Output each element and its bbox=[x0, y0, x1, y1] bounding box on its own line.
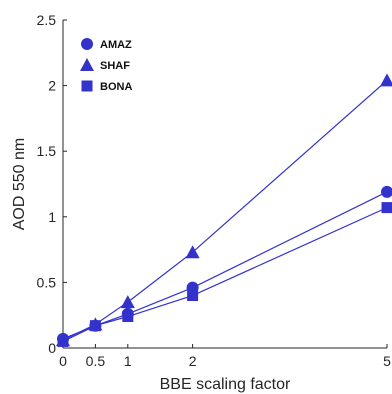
data-point-shaf bbox=[380, 73, 392, 87]
data-point-amaz bbox=[381, 185, 392, 198]
data-point-bona bbox=[381, 202, 392, 214]
data-point-shaf bbox=[185, 245, 200, 259]
y-tick-label: 1 bbox=[48, 209, 56, 225]
legend-label-bona: BONA bbox=[100, 81, 132, 93]
data-point-bona bbox=[57, 335, 69, 347]
y-tick-label: 0.5 bbox=[37, 274, 57, 290]
legend-marker-bona bbox=[81, 80, 93, 92]
y-tick-label: 1.5 bbox=[37, 143, 57, 159]
legend-label-shaf: SHAF bbox=[100, 60, 130, 72]
y-axis-label: AOD 550 nm bbox=[11, 138, 28, 230]
legend-marker-shaf bbox=[80, 58, 94, 71]
axes: 0 0.5 1 2 5 0 0.5 1 1.5 2 2.5 bbox=[37, 12, 392, 369]
plot-area bbox=[63, 20, 387, 348]
series-layer bbox=[56, 73, 392, 347]
x-axis-label: BBE scaling factor bbox=[160, 376, 291, 393]
legend-label-amaz: AMAZ bbox=[100, 39, 132, 51]
data-point-shaf bbox=[120, 295, 135, 309]
series-bona bbox=[57, 202, 392, 347]
x-tick-label: 0.5 bbox=[86, 353, 106, 369]
legend-marker-amaz bbox=[81, 38, 93, 50]
x-tick-label: 2 bbox=[189, 353, 197, 369]
y-tick-label: 2 bbox=[48, 78, 56, 94]
x-tick-label: 5 bbox=[383, 353, 391, 369]
y-tick-label: 2.5 bbox=[37, 12, 57, 28]
data-point-bona bbox=[187, 290, 199, 302]
y-tick-label: 0 bbox=[48, 340, 56, 356]
legend: AMAZ SHAF BONA bbox=[80, 38, 132, 93]
x-tick-label: 0 bbox=[59, 353, 67, 369]
data-point-bona bbox=[89, 320, 101, 332]
data-point-bona bbox=[122, 311, 134, 323]
x-tick-label: 1 bbox=[124, 353, 132, 369]
